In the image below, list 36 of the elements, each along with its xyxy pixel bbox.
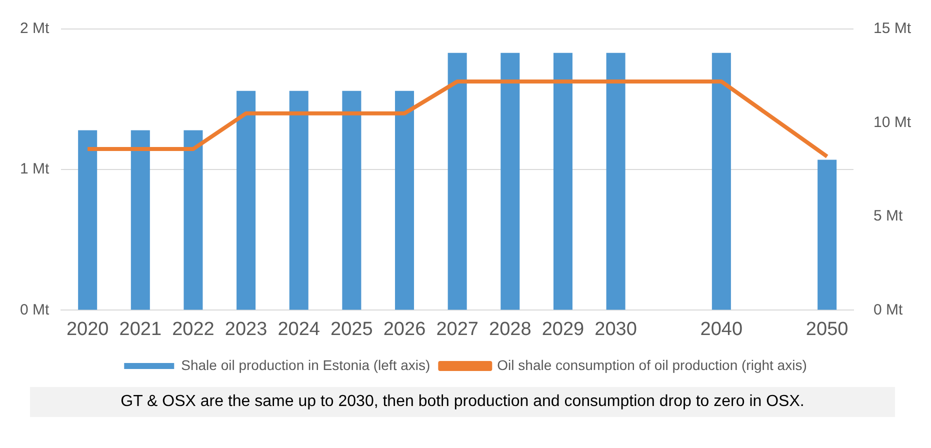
- y-tick-label: 2 Mt: [20, 20, 50, 38]
- x-tick-label: 2020: [66, 318, 109, 340]
- bar: [342, 90, 362, 310]
- bar: [448, 52, 467, 310]
- x-tick-label: 2024: [278, 318, 320, 340]
- legend-label: Shale oil production in Estonia (left axis): [181, 356, 430, 373]
- y2-tick-label: 0 Mt: [873, 301, 904, 318]
- bar: [289, 90, 308, 310]
- x-tick-label: 2021: [119, 318, 162, 340]
- bar: [395, 90, 414, 310]
- bar: [78, 130, 98, 310]
- bar: [818, 160, 837, 310]
- bar: [130, 130, 150, 310]
- legend-label: Oil shale consumption of oil production (right axis): [497, 356, 807, 373]
- bar: [606, 52, 626, 310]
- x-tick-label: 2026: [383, 318, 426, 340]
- y-tick-label: 0 Mt: [20, 301, 50, 318]
- y-tick-label: 1 Mt: [20, 160, 50, 178]
- x-tick-label: 2022: [172, 318, 214, 340]
- x-tick-label: 2025: [330, 318, 373, 340]
- y2-tick-label: 10 Mt: [873, 114, 912, 131]
- x-tick-label: 2027: [436, 318, 478, 340]
- bar: [712, 52, 731, 310]
- bar: [553, 52, 572, 310]
- x-tick-label: 2029: [542, 318, 584, 340]
- bar: [500, 52, 520, 310]
- text: GT & OSX are the same up to 2030, then both production and consumption drop to zero in OSX.: [30, 387, 895, 417]
- y2-tick-label: 5 Mt: [873, 208, 904, 225]
- x-tick-label: 2050: [806, 318, 848, 340]
- x-tick-label: 2023: [224, 318, 268, 340]
- x-tick-label: 2030: [594, 318, 637, 340]
- y2-tick-label: 15 Mt: [873, 20, 912, 38]
- x-tick-label: 2028: [489, 318, 532, 340]
- bar: [236, 90, 256, 310]
- x-tick-label: 2040: [700, 318, 743, 340]
- bar: [184, 130, 203, 310]
